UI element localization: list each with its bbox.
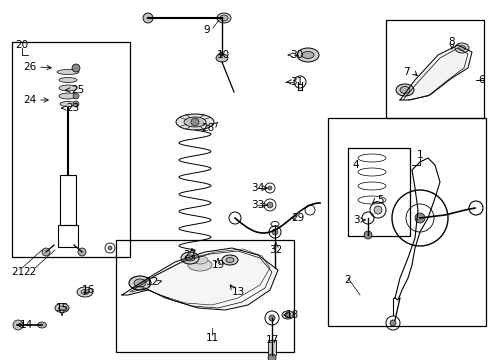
Circle shape xyxy=(191,118,199,126)
Text: 18: 18 xyxy=(285,310,298,320)
Circle shape xyxy=(42,248,50,256)
Ellipse shape xyxy=(454,43,468,53)
Ellipse shape xyxy=(220,15,227,21)
Circle shape xyxy=(389,320,395,326)
Ellipse shape xyxy=(302,51,313,58)
Text: 24: 24 xyxy=(23,95,37,105)
Text: 21: 21 xyxy=(11,267,24,277)
Ellipse shape xyxy=(225,257,234,262)
Text: 30: 30 xyxy=(290,50,303,60)
Ellipse shape xyxy=(181,252,199,264)
Text: 8: 8 xyxy=(448,37,454,47)
Circle shape xyxy=(13,320,23,330)
Bar xyxy=(116,240,293,352)
Text: 1: 1 xyxy=(416,150,423,160)
Ellipse shape xyxy=(134,279,146,287)
Bar xyxy=(58,225,78,247)
Ellipse shape xyxy=(55,303,69,312)
Ellipse shape xyxy=(176,114,214,130)
Text: 12: 12 xyxy=(145,277,158,287)
Text: 4: 4 xyxy=(352,160,359,170)
Bar xyxy=(385,20,483,118)
Text: 28: 28 xyxy=(201,123,214,133)
Bar xyxy=(60,175,76,225)
Ellipse shape xyxy=(187,259,212,271)
Text: 2: 2 xyxy=(344,275,350,285)
Text: 31: 31 xyxy=(290,77,303,87)
Text: 25: 25 xyxy=(71,85,84,95)
Circle shape xyxy=(78,248,86,256)
Ellipse shape xyxy=(57,69,79,75)
Ellipse shape xyxy=(59,93,77,99)
Text: 23: 23 xyxy=(66,103,80,113)
Polygon shape xyxy=(399,45,471,100)
Ellipse shape xyxy=(59,306,65,310)
Ellipse shape xyxy=(216,54,227,62)
Text: 20: 20 xyxy=(16,40,28,50)
Text: 9: 9 xyxy=(203,25,210,35)
Text: 27: 27 xyxy=(183,250,196,260)
Ellipse shape xyxy=(59,77,77,82)
Text: 29: 29 xyxy=(291,213,304,223)
Bar xyxy=(12,42,130,257)
Text: 15: 15 xyxy=(55,303,68,313)
Circle shape xyxy=(73,93,79,99)
Text: 5: 5 xyxy=(376,195,383,205)
Circle shape xyxy=(108,246,112,250)
Text: 10: 10 xyxy=(216,50,229,60)
Text: 13: 13 xyxy=(231,287,244,297)
Circle shape xyxy=(285,312,290,318)
Ellipse shape xyxy=(395,84,413,96)
Circle shape xyxy=(73,101,79,107)
Circle shape xyxy=(72,64,80,72)
Circle shape xyxy=(268,315,274,321)
Ellipse shape xyxy=(282,311,293,319)
Ellipse shape xyxy=(222,255,238,265)
Text: 7: 7 xyxy=(402,67,408,77)
Text: 16: 16 xyxy=(81,285,95,295)
Circle shape xyxy=(271,229,278,235)
Bar xyxy=(267,340,275,355)
Text: 22: 22 xyxy=(23,267,37,277)
Ellipse shape xyxy=(129,276,151,290)
Polygon shape xyxy=(122,248,278,310)
Ellipse shape xyxy=(60,102,76,107)
Circle shape xyxy=(266,202,272,208)
Ellipse shape xyxy=(296,48,318,62)
Ellipse shape xyxy=(192,256,207,264)
Text: 11: 11 xyxy=(205,333,218,343)
Ellipse shape xyxy=(458,45,465,50)
Ellipse shape xyxy=(184,255,195,261)
Circle shape xyxy=(267,354,275,360)
Text: 19: 19 xyxy=(211,260,224,270)
Text: 3: 3 xyxy=(352,215,359,225)
Bar xyxy=(347,148,409,236)
Text: 32: 32 xyxy=(269,245,282,255)
Bar xyxy=(327,118,485,326)
Text: 34: 34 xyxy=(251,183,264,193)
Text: 26: 26 xyxy=(23,62,37,72)
Circle shape xyxy=(363,231,371,239)
Circle shape xyxy=(267,186,271,190)
Ellipse shape xyxy=(217,13,230,23)
Ellipse shape xyxy=(77,287,93,297)
Text: 33: 33 xyxy=(251,200,264,210)
Ellipse shape xyxy=(38,322,46,328)
Ellipse shape xyxy=(81,289,89,294)
Circle shape xyxy=(142,13,153,23)
Text: 14: 14 xyxy=(20,320,33,330)
Circle shape xyxy=(414,213,424,223)
Text: 17: 17 xyxy=(265,335,278,345)
Ellipse shape xyxy=(183,117,205,127)
Ellipse shape xyxy=(59,85,77,91)
Text: 6: 6 xyxy=(478,75,484,85)
Circle shape xyxy=(373,206,381,214)
Ellipse shape xyxy=(399,86,409,94)
